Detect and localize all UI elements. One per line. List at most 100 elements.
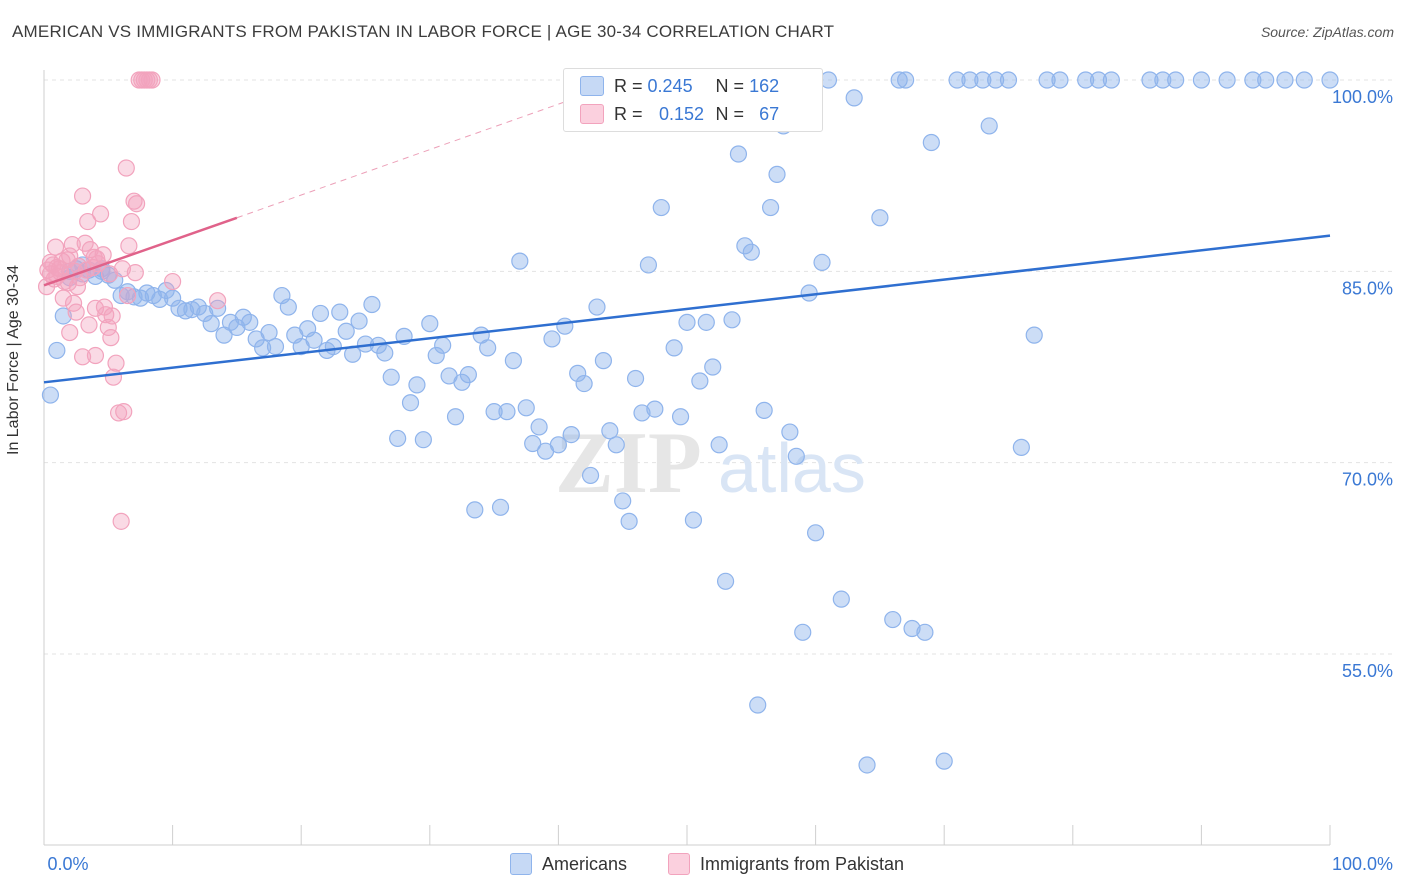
legend-row-pakistan: R = 0.152 N = 67: [580, 101, 779, 127]
n-value: 67: [759, 103, 780, 124]
americans-point: [498, 403, 516, 421]
pakistan-point: [91, 205, 110, 223]
americans-point: [916, 623, 934, 641]
americans-point: [305, 331, 323, 349]
americans-point: [832, 590, 850, 608]
americans-point: [324, 337, 342, 356]
americans-point: [485, 403, 503, 421]
pakistan-legend-swatch: [668, 853, 690, 875]
americans-point: [479, 339, 497, 357]
y-tick-label: 55.0%: [1342, 661, 1393, 681]
americans-point: [189, 298, 207, 316]
americans-point: [581, 466, 600, 485]
y-tick-label: 85.0%: [1342, 278, 1393, 298]
americans-point: [1321, 71, 1339, 89]
bottom-legend-americans: Americans: [510, 852, 627, 876]
americans-point: [1154, 71, 1172, 89]
r-label: R =: [614, 103, 643, 124]
americans-trend-line: [43, 234, 1331, 384]
americans-point: [504, 352, 522, 370]
americans-point: [813, 253, 831, 272]
americans-point: [1051, 71, 1069, 89]
americans-point: [671, 408, 690, 426]
americans-point: [716, 572, 735, 590]
americans-point: [459, 366, 477, 384]
n-label: N =: [715, 75, 745, 96]
americans-point: [125, 288, 143, 306]
americans-point: [1102, 71, 1120, 89]
pakistan-point: [125, 192, 143, 210]
americans-point: [890, 71, 908, 89]
pakistan-legend-label: Immigrants from Pakistan: [700, 853, 905, 874]
americans-point: [639, 256, 658, 274]
americans-point: [755, 401, 773, 419]
americans-point: [260, 323, 278, 342]
americans-point: [723, 311, 741, 329]
pakistan-point: [46, 238, 65, 256]
americans-point: [761, 198, 780, 217]
americans-point: [800, 284, 818, 302]
americans-point: [1218, 71, 1236, 89]
pakistan-trend-line: [43, 216, 238, 287]
americans-point: [999, 71, 1018, 89]
americans-point: [434, 336, 452, 354]
pakistan-point: [117, 159, 135, 177]
americans-point: [549, 436, 568, 454]
americans-point: [1295, 71, 1313, 89]
americans-point: [884, 610, 902, 629]
americans-point: [588, 298, 606, 316]
pakistan-point: [54, 289, 72, 307]
americans-point: [794, 623, 812, 641]
pakistan-swatch: [580, 104, 604, 124]
americans-point: [897, 71, 915, 89]
americans-point: [151, 290, 169, 308]
americans-point: [363, 295, 381, 314]
pakistan-point: [73, 348, 92, 366]
americans-point: [1276, 71, 1294, 89]
americans-point: [961, 71, 979, 89]
pakistan-point: [115, 403, 133, 421]
americans-point: [543, 330, 561, 348]
pakistan-point: [100, 265, 119, 283]
americans-point: [665, 339, 683, 357]
pakistan-point: [164, 272, 182, 291]
americans-point: [337, 322, 355, 340]
r-value: 0.152: [659, 103, 705, 124]
americans-point: [279, 298, 297, 316]
americans-point: [491, 498, 510, 516]
pakistan-point: [113, 260, 132, 278]
pakistan-point: [80, 316, 98, 334]
americans-point: [1012, 438, 1030, 456]
source-label: Source: ZipAtlas.com: [1260, 24, 1394, 40]
r-value: 0.245: [647, 75, 693, 96]
americans-point: [1192, 71, 1211, 89]
americans-legend-label: Americans: [542, 853, 628, 874]
americans-point: [1167, 71, 1185, 89]
pakistan-point: [73, 187, 92, 205]
americans-point: [749, 696, 767, 714]
americans-point: [575, 374, 593, 393]
americans-point: [254, 339, 272, 357]
americans-point: [311, 304, 330, 323]
pakistan-point: [41, 253, 60, 272]
americans-point: [980, 117, 998, 135]
americans-point: [652, 198, 670, 217]
americans-point: [948, 71, 966, 89]
americans-point: [530, 418, 548, 436]
pakistan-point: [86, 299, 105, 317]
americans-point: [524, 434, 542, 453]
pakistan-point: [85, 248, 103, 266]
pakistan-point: [63, 235, 81, 254]
americans-point: [1257, 71, 1275, 89]
americans-point: [446, 408, 465, 426]
americans-point: [601, 422, 619, 440]
americans-point: [620, 512, 638, 530]
americans-point: [729, 145, 748, 163]
americans-point: [736, 237, 754, 255]
x-tick-label: 0.0%: [47, 854, 88, 874]
americans-point: [1025, 326, 1043, 344]
americans-point: [427, 346, 445, 365]
americans-point: [517, 399, 535, 417]
pakistan-point: [118, 286, 137, 305]
